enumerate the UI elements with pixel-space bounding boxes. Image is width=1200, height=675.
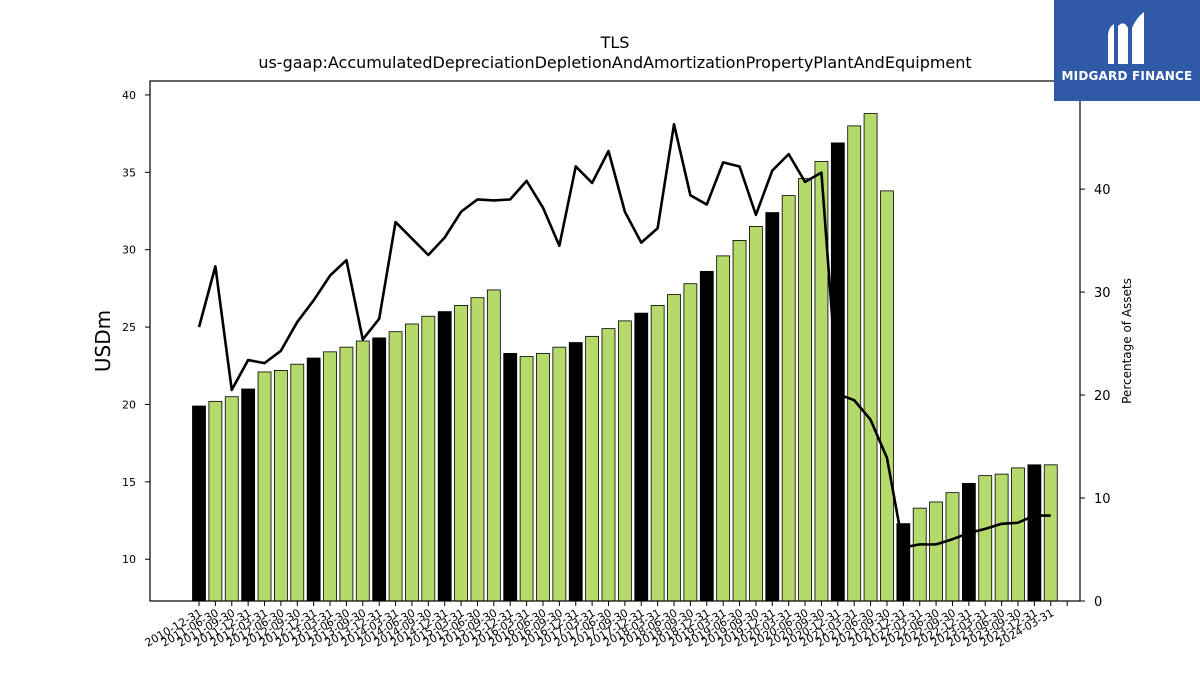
line-series: [197, 122, 1051, 549]
bar-annual: [372, 337, 387, 602]
bar-annual: [192, 405, 206, 602]
bar-quarterly: [650, 304, 665, 602]
bar-quarterly: [257, 371, 272, 602]
bar-annual: [503, 352, 518, 602]
bar-quarterly: [617, 320, 632, 602]
bar-quarterly: [945, 492, 960, 602]
bar-quarterly: [208, 400, 223, 602]
plot-frame: [149, 80, 1081, 602]
bar-quarterly: [224, 396, 239, 602]
bar-quarterly: [1011, 467, 1025, 602]
y2-tick-label: 40: [1094, 183, 1111, 198]
y-tick-label: 15: [122, 476, 136, 489]
bar-quarterly: [1043, 464, 1058, 602]
bar-annual: [699, 270, 714, 602]
chart-title: TLS: [600, 33, 630, 52]
bar-annual: [830, 142, 845, 602]
bar-quarterly: [880, 190, 894, 602]
bar-quarterly: [470, 297, 485, 602]
bar-quarterly: [912, 507, 927, 602]
y-axis-label-right: Percentage of Assets: [1120, 278, 1134, 404]
bar-quarterly: [585, 335, 600, 602]
y-tick-label: 20: [122, 398, 136, 411]
bar-annual: [634, 312, 649, 602]
bar-quarterly: [323, 351, 337, 602]
bar-quarterly: [863, 113, 878, 602]
y-axis-label-left: USDm: [91, 310, 115, 372]
bar-annual: [568, 342, 583, 602]
bar-quarterly: [798, 178, 812, 602]
brand-logo: MIDGARD FINANCE: [1054, 0, 1200, 101]
midgard-m-logo-icon: [1108, 12, 1144, 64]
bar-quarterly: [290, 363, 305, 602]
bar-quarterly: [667, 294, 681, 602]
bar-quarterly: [519, 356, 534, 602]
bar-quarterly: [994, 473, 1009, 602]
bar-quarterly: [486, 289, 501, 602]
chart-subtitle: us-gaap:AccumulatedDepreciationDepletion…: [258, 53, 971, 72]
bar-quarterly: [716, 255, 731, 602]
bar-quarterly: [536, 352, 550, 602]
y-tick-label: 30: [122, 244, 136, 257]
bar-quarterly: [847, 125, 862, 602]
x-axis: 2010-12-312011-06-302011-09-302011-12-31…: [143, 601, 1068, 650]
bar-quarterly: [781, 195, 796, 602]
bar-annual: [437, 311, 452, 602]
bar-quarterly: [454, 304, 468, 602]
y-tick-label: 10: [122, 553, 136, 566]
bar-annual: [765, 212, 780, 602]
bar-quarterly: [273, 369, 288, 602]
y2-tick-label: 10: [1094, 492, 1111, 507]
bar-quarterly: [421, 315, 436, 602]
bar-quarterly: [405, 323, 419, 602]
brand-name: MIDGARD FINANCE: [1061, 69, 1193, 83]
y-tick-label: 25: [122, 321, 136, 334]
bar-quarterly: [929, 501, 943, 602]
bar-annual: [1027, 464, 1042, 602]
y-axis-left: 10 15 20 25 30 35 40: [122, 89, 150, 566]
bar-annual: [306, 357, 321, 602]
y-tick-label: 40: [122, 89, 136, 102]
bar-quarterly: [552, 346, 567, 602]
bar-quarterly: [978, 475, 993, 602]
bar-quarterly: [749, 226, 763, 602]
y-tick-label: 35: [122, 166, 136, 179]
y2-tick-label: 0: [1094, 595, 1102, 610]
line-percentage-of-assets: [197, 122, 1051, 549]
y-axis-right: 0 10 20 30 40: [1080, 183, 1111, 610]
bar-quarterly: [355, 340, 370, 602]
bar-quarterly: [388, 331, 403, 602]
y2-tick-label: 30: [1094, 286, 1111, 301]
bar-quarterly: [732, 239, 747, 602]
bar-annual: [241, 388, 256, 602]
bar-quarterly: [601, 328, 616, 602]
bar-annual: [896, 523, 911, 602]
y2-tick-label: 20: [1094, 389, 1111, 404]
bar-quarterly: [339, 346, 354, 602]
bar-quarterly: [683, 283, 698, 602]
bar-annual: [961, 482, 976, 602]
bar-series: [192, 113, 1058, 602]
